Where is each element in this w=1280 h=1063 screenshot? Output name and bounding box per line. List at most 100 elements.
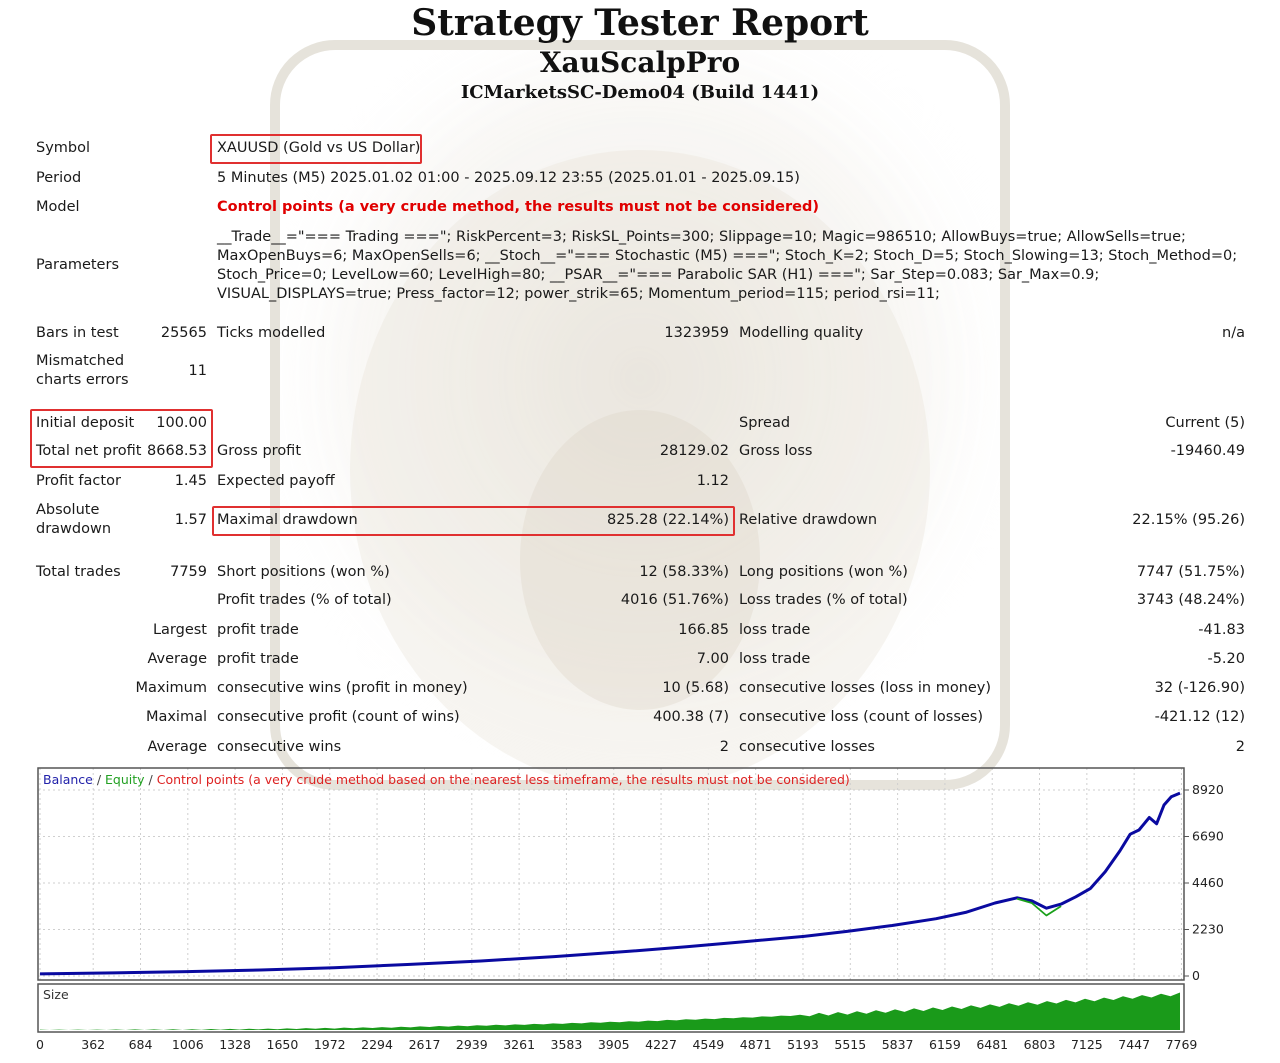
- x-tick-label: 6803: [1024, 1037, 1056, 1052]
- x-tick-label: 1006: [172, 1037, 204, 1052]
- long-positions-value: 7747 (51.75%): [1136, 564, 1245, 580]
- largest-loss-value: -41.83: [1198, 622, 1245, 638]
- average-profit-label: profit trade: [217, 651, 299, 667]
- maximal-consecutive-profit-value: 400.38 (7): [653, 709, 729, 725]
- x-tick-label: 2617: [409, 1037, 441, 1052]
- expected-payoff-value: 1.12: [696, 473, 729, 489]
- series-line-balance: [39, 791, 1181, 976]
- parameters-label: Parameters: [36, 257, 119, 273]
- x-tick-label: 1650: [267, 1037, 299, 1052]
- x-tick-label: 3905: [598, 1037, 630, 1052]
- profit-factor-value: 1.45: [174, 473, 207, 489]
- model-value: Control points (a very crude method, the…: [217, 199, 819, 215]
- x-tick-label: 6159: [929, 1037, 961, 1052]
- y-tick-label: 6690: [1192, 829, 1224, 844]
- deposit-label: Initial deposit: [36, 415, 135, 431]
- maximal-consecutive-profit-label: consecutive profit (count of wins): [217, 709, 460, 725]
- x-tick-label: 7447: [1118, 1037, 1150, 1052]
- highlight-box-deposit: [30, 409, 213, 468]
- x-tick-label: 2294: [361, 1037, 393, 1052]
- total-trades-value: 7759: [170, 564, 207, 580]
- maximal-label: Maximal: [145, 709, 207, 725]
- maximal-drawdown-label: Maximal drawdown: [217, 512, 358, 528]
- mismatch-value: 11: [188, 363, 207, 379]
- maximum-label: Maximum: [135, 680, 207, 696]
- loss-trades-value: 3743 (48.24%): [1136, 592, 1245, 608]
- average-consecutive-losses-label: consecutive losses: [739, 739, 875, 755]
- x-tick-label: 1972: [314, 1037, 346, 1052]
- average-consecutive-wins-label: consecutive wins: [217, 739, 342, 755]
- x-tick-label: 5515: [834, 1037, 866, 1052]
- max-consecutive-wins-value: 10 (5.68): [662, 680, 729, 696]
- ticks-label: Ticks modelled: [217, 325, 326, 341]
- expert-name: XauScalpPro: [539, 46, 741, 79]
- parameters-line: VISUAL_DISPLAYS=true; Press_factor=12; p…: [217, 286, 940, 302]
- parameters-line: Stoch_Price=0; LevelLow=60; LevelHigh=80…: [217, 267, 1100, 283]
- y-tick-label: 0: [1192, 968, 1200, 983]
- x-tick-label: 4549: [692, 1037, 724, 1052]
- parameters-line: __Trade__="=== Trading ==="; RiskPercent…: [217, 229, 1186, 245]
- gross-loss-value: -19460.49: [1170, 443, 1245, 459]
- net-profit-label: Total net profit: [36, 443, 142, 459]
- deposit-value: 100.00: [156, 415, 207, 431]
- chart-lines: [39, 791, 1181, 976]
- y-tick-label: 8920: [1192, 782, 1224, 797]
- spread-label: Spread: [739, 415, 791, 431]
- total-trades-label: Total trades: [36, 564, 121, 580]
- maximal-consecutive-loss-value: -421.12 (12): [1154, 709, 1245, 725]
- gross-profit-value: 28129.02: [659, 443, 729, 459]
- x-tick-label: 4227: [645, 1037, 677, 1052]
- x-tick-label: 3261: [503, 1037, 535, 1052]
- chart-grid: [38, 768, 1184, 980]
- volume-chart-frame: [37, 983, 1185, 1033]
- model-label: Model: [36, 199, 80, 215]
- x-tick-label: 0: [36, 1037, 44, 1052]
- parameters-value: __Trade__="=== Trading ==="; RiskPercent…: [217, 228, 1257, 304]
- legend-separator: /: [93, 772, 105, 787]
- mismatch-label-2: charts errors: [36, 372, 129, 388]
- balance-chart: Balance / Equity / Control points (a ver…: [36, 767, 1224, 1052]
- series-line-equity: [1016, 897, 1062, 917]
- x-tick-label: 684: [129, 1037, 153, 1052]
- largest-profit-value: 166.85: [678, 622, 729, 638]
- x-tick-label: 3583: [551, 1037, 583, 1052]
- report-title: Strategy Tester Report: [411, 2, 869, 44]
- maximal-consecutive-loss-label: consecutive loss (count of losses): [739, 709, 984, 725]
- max-consecutive-losses-value: 32 (-126.90): [1154, 680, 1245, 696]
- y-tick-label: 2230: [1192, 922, 1224, 937]
- legend-separator: /: [145, 772, 157, 787]
- x-tick-label: 362: [81, 1037, 105, 1052]
- max-consecutive-losses-label: consecutive losses (loss in money): [739, 680, 992, 696]
- mismatch-label-1: Mismatched: [36, 353, 125, 369]
- x-axis-ticks: 0 362 684 1006 1328 1650 1972 2294 2617 2939 3261 3…: [36, 1037, 1197, 1052]
- average-label: Average: [147, 651, 207, 667]
- short-positions-label: Short positions (won %): [217, 564, 390, 580]
- period-label: Period: [36, 170, 82, 186]
- x-tick-label: 1328: [219, 1037, 251, 1052]
- x-tick-label: 5837: [882, 1037, 914, 1052]
- gross-loss-label: Gross loss: [739, 443, 813, 459]
- absolute-drawdown-label-2: drawdown: [36, 521, 112, 537]
- short-positions-value: 12 (58.33%): [639, 564, 729, 580]
- legend-note: Control points (a very crude method base…: [157, 772, 850, 787]
- bars-label: Bars in test: [36, 325, 119, 341]
- highlight-box-symbol: [210, 134, 422, 164]
- profit-trades-label: Profit trades (% of total): [217, 592, 392, 608]
- x-tick-label: 7125: [1071, 1037, 1103, 1052]
- largest-profit-label: profit trade: [217, 622, 299, 638]
- volume-label: Size: [43, 987, 69, 1002]
- max-consecutive-wins-label: consecutive wins (profit in money): [217, 680, 468, 696]
- long-positions-label: Long positions (won %): [739, 564, 908, 580]
- profit-trades-value: 4016 (51.76%): [620, 592, 729, 608]
- x-tick-label: 4871: [740, 1037, 772, 1052]
- quality-value: n/a: [1222, 325, 1245, 341]
- average-consecutive-losses-value: 2: [1235, 739, 1245, 755]
- maximal-drawdown-value: 825.28 (22.14%): [607, 512, 729, 528]
- parameters-line: MaxOpenBuys=6; MaxOpenSells=6; __Stoch__…: [217, 248, 1238, 264]
- server-build: ICMarketsSC-Demo04 (Build 1441): [460, 82, 820, 103]
- symbol-label: Symbol: [36, 140, 91, 156]
- x-tick-label: 7769: [1166, 1037, 1198, 1052]
- x-tick-label: 6481: [976, 1037, 1008, 1052]
- spread-value: Current (5): [1165, 415, 1245, 431]
- profit-factor-label: Profit factor: [36, 473, 121, 489]
